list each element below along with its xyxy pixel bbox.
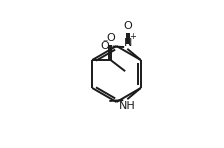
- Text: ⁻: ⁻: [102, 38, 108, 48]
- Text: O: O: [101, 41, 109, 51]
- Text: O: O: [106, 33, 115, 43]
- Text: N: N: [124, 38, 132, 48]
- Text: +: +: [129, 32, 136, 41]
- Text: O: O: [123, 21, 132, 31]
- Text: NH: NH: [119, 101, 136, 111]
